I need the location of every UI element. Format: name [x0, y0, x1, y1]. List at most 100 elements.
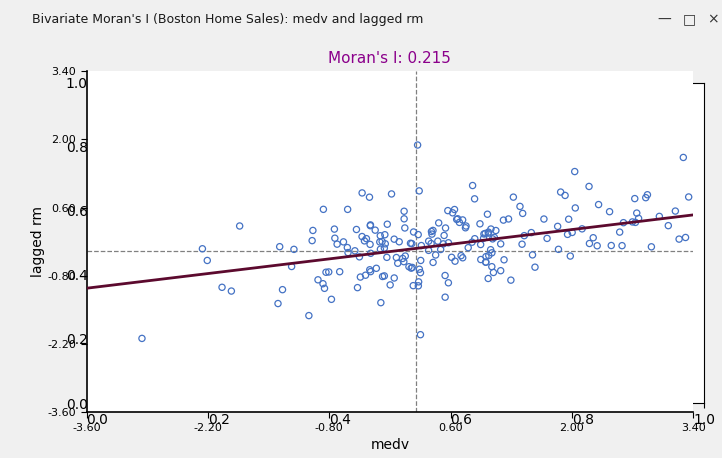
Point [388, 235, 400, 243]
Point [526, 229, 537, 236]
Point [360, 272, 371, 279]
Point [565, 252, 576, 260]
Point [679, 234, 691, 241]
Point [392, 260, 404, 267]
Point [381, 254, 393, 261]
Point [375, 232, 386, 240]
Point [416, 242, 427, 249]
Point [591, 242, 603, 250]
Point [552, 245, 564, 253]
Point [380, 240, 391, 247]
Point [480, 253, 492, 260]
Point [604, 208, 615, 215]
Point [479, 230, 491, 237]
Point [318, 285, 330, 292]
Point [415, 257, 427, 264]
Point [414, 266, 425, 273]
Point [482, 275, 494, 282]
Point [376, 238, 388, 245]
Point [483, 252, 495, 259]
Point [374, 238, 386, 245]
Point [606, 242, 617, 249]
Point [514, 203, 526, 210]
Point [329, 225, 340, 233]
Point [354, 253, 365, 261]
Point [552, 223, 563, 230]
Title: Moran's I: 0.215: Moran's I: 0.215 [329, 51, 451, 66]
Text: Bivariate Moran's I (Boston Home Sales): medv and lagged rm: Bivariate Moran's I (Boston Home Sales):… [32, 13, 424, 26]
Point [375, 245, 386, 253]
Point [487, 269, 499, 276]
Point [365, 268, 376, 275]
Text: □: □ [683, 12, 696, 27]
Point [388, 274, 400, 282]
Point [370, 227, 381, 234]
Point [225, 287, 237, 294]
Point [406, 264, 418, 271]
Point [447, 209, 458, 217]
Point [427, 259, 439, 266]
Point [460, 222, 471, 229]
Point [338, 238, 349, 245]
Point [398, 258, 409, 265]
Point [312, 276, 323, 284]
Point [442, 207, 453, 214]
Point [467, 182, 479, 189]
Point [375, 299, 386, 306]
Point [364, 194, 375, 201]
Point [277, 286, 288, 293]
Point [631, 209, 643, 217]
Point [478, 234, 490, 242]
Point [443, 279, 454, 286]
Point [618, 219, 630, 226]
Point [377, 273, 388, 280]
Point [274, 243, 285, 251]
Point [405, 240, 417, 247]
Point [288, 245, 300, 253]
Point [482, 211, 493, 218]
Point [408, 229, 419, 236]
Point [498, 256, 510, 263]
Point [378, 245, 390, 252]
Point [365, 241, 376, 248]
Point [440, 294, 451, 301]
Point [453, 219, 465, 226]
Point [617, 242, 628, 249]
Point [399, 207, 410, 215]
Point [357, 189, 368, 196]
Point [629, 195, 640, 202]
Point [475, 241, 487, 248]
Point [560, 192, 571, 199]
Point [342, 244, 353, 251]
Point [555, 188, 567, 196]
Point [485, 225, 497, 233]
Point [640, 194, 651, 202]
Point [485, 246, 497, 253]
Point [449, 257, 461, 265]
X-axis label: medv: medv [370, 438, 409, 452]
Point [614, 229, 625, 236]
Point [272, 300, 284, 307]
Point [632, 215, 644, 222]
Point [342, 206, 354, 213]
Point [497, 217, 509, 224]
Point [469, 235, 481, 242]
Point [538, 215, 549, 223]
Point [583, 240, 595, 247]
Point [201, 257, 213, 264]
Point [438, 232, 450, 239]
Point [457, 254, 469, 262]
Point [449, 206, 461, 213]
Point [645, 243, 657, 251]
Point [683, 193, 695, 201]
Point [365, 221, 376, 229]
Point [412, 142, 423, 149]
Y-axis label: lagged rm: lagged rm [30, 206, 45, 277]
Point [426, 228, 438, 235]
Point [583, 183, 595, 190]
Point [569, 168, 580, 175]
Point [486, 263, 497, 270]
Point [426, 230, 438, 238]
Point [321, 268, 332, 276]
Point [425, 240, 437, 247]
